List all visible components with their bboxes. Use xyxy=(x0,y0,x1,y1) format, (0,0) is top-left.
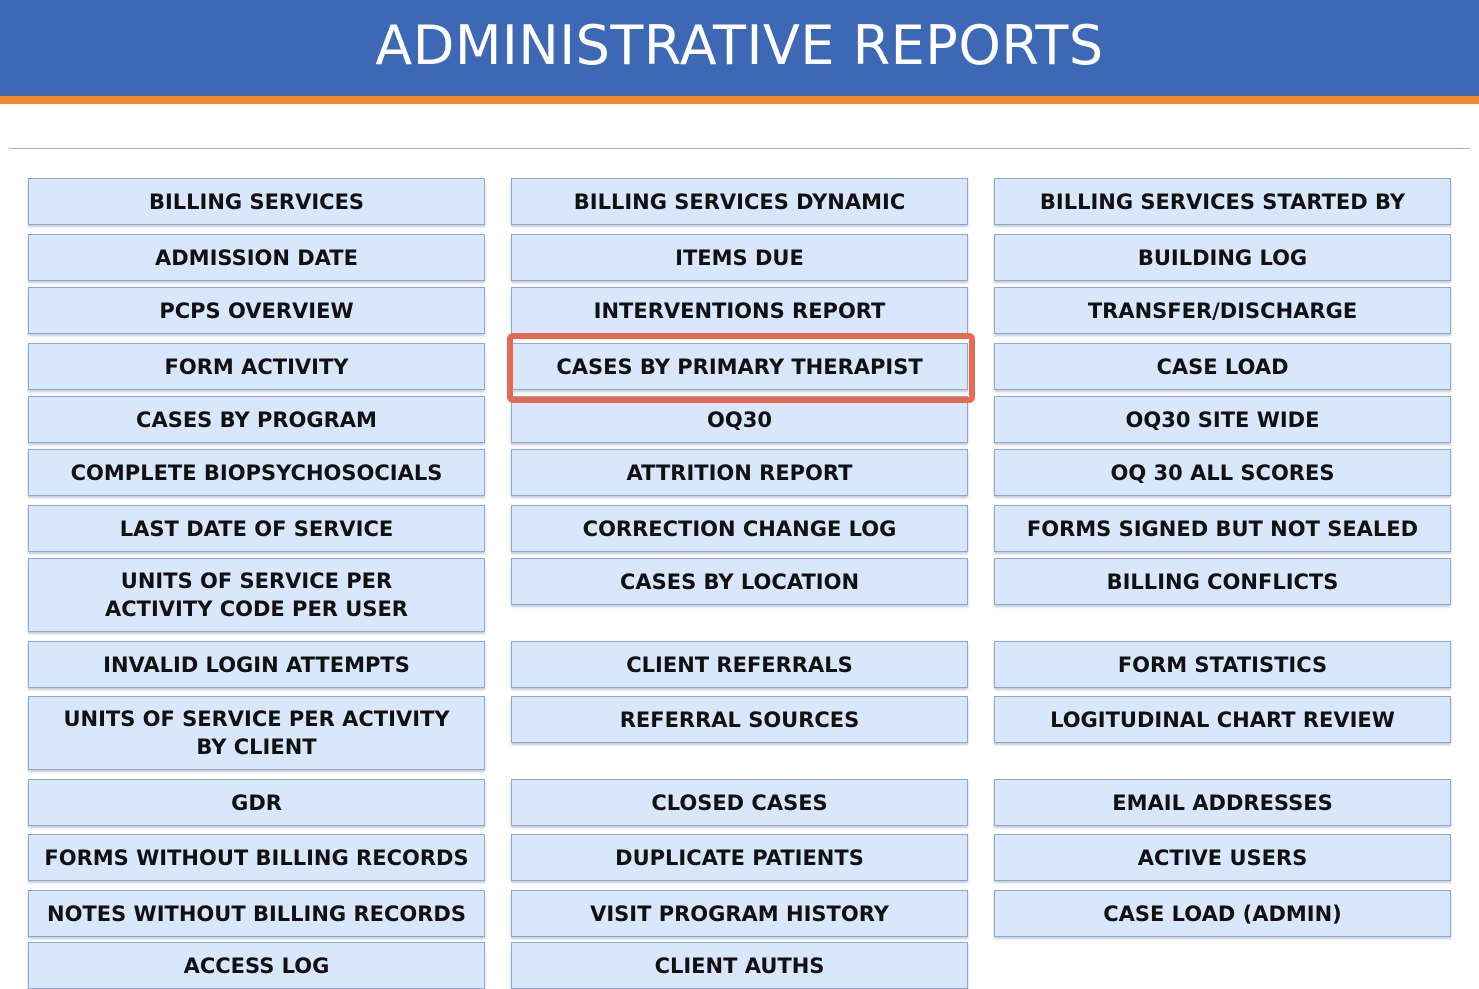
report-gdr-button[interactable]: GDR xyxy=(28,779,485,826)
report-units-per-activity-by-client-button[interactable]: UNITS OF SERVICE PER ACTIVITY BY CLIENT xyxy=(28,696,485,770)
report-building-log-button[interactable]: BUILDING LOG xyxy=(994,234,1451,281)
report-transfer-discharge-button[interactable]: TRANSFER/DISCHARGE xyxy=(994,287,1451,334)
report-units-per-activity-code-per-user-button[interactable]: UNITS OF SERVICE PER ACTIVITY CODE PER U… xyxy=(28,558,485,632)
report-last-date-of-service-button[interactable]: LAST DATE OF SERVICE xyxy=(28,505,485,552)
page-header: ADMINISTRATIVE REPORTS xyxy=(0,0,1479,104)
report-admission-date-button[interactable]: ADMISSION DATE xyxy=(28,234,485,281)
report-billing-services-started-by-button[interactable]: BILLING SERVICES STARTED BY xyxy=(994,178,1451,225)
report-duplicate-patients-button[interactable]: DUPLICATE PATIENTS xyxy=(511,834,968,881)
report-client-auths-button[interactable]: CLIENT AUTHS xyxy=(511,942,968,989)
report-form-statistics-button[interactable]: FORM STATISTICS xyxy=(994,641,1451,688)
report-oq30-site-wide-button[interactable]: OQ30 SITE WIDE xyxy=(994,396,1451,443)
report-billing-conflicts-button[interactable]: BILLING CONFLICTS xyxy=(994,558,1451,605)
report-notes-without-billing-records-button[interactable]: NOTES WITHOUT BILLING RECORDS xyxy=(28,890,485,937)
report-oq30-all-scores-button[interactable]: OQ 30 ALL SCORES xyxy=(994,449,1451,496)
report-visit-program-history-button[interactable]: VISIT PROGRAM HISTORY xyxy=(511,890,968,937)
report-correction-change-log-button[interactable]: CORRECTION CHANGE LOG xyxy=(511,505,968,552)
report-client-referrals-button[interactable]: CLIENT REFERRALS xyxy=(511,641,968,688)
report-oq30-button[interactable]: OQ30 xyxy=(511,396,968,443)
report-cases-by-program-button[interactable]: CASES BY PROGRAM xyxy=(28,396,485,443)
report-pcps-overview-button[interactable]: PCPS OVERVIEW xyxy=(28,287,485,334)
report-cases-by-primary-therapist-button[interactable]: CASES BY PRIMARY THERAPIST xyxy=(511,343,968,390)
report-access-log-button[interactable]: ACCESS LOG xyxy=(28,942,485,989)
report-logitudinal-chart-review-button[interactable]: LOGITUDINAL CHART REVIEW xyxy=(994,696,1451,743)
report-email-addresses-button[interactable]: EMAIL ADDRESSES xyxy=(994,779,1451,826)
page-title: ADMINISTRATIVE REPORTS xyxy=(375,14,1104,77)
divider xyxy=(9,148,1470,149)
report-interventions-report-button[interactable]: INTERVENTIONS REPORT xyxy=(511,287,968,334)
report-active-users-button[interactable]: ACTIVE USERS xyxy=(994,834,1451,881)
report-complete-biopsychosocials-button[interactable]: COMPLETE BIOPSYCHOSOCIALS xyxy=(28,449,485,496)
report-closed-cases-button[interactable]: CLOSED CASES xyxy=(511,779,968,826)
report-attrition-report-button[interactable]: ATTRITION REPORT xyxy=(511,449,968,496)
report-case-load-admin-button[interactable]: CASE LOAD (ADMIN) xyxy=(994,890,1451,937)
report-billing-services-dynamic-button[interactable]: BILLING SERVICES DYNAMIC xyxy=(511,178,968,225)
report-forms-without-billing-records-button[interactable]: FORMS WITHOUT BILLING RECORDS xyxy=(28,834,485,881)
report-items-due-button[interactable]: ITEMS DUE xyxy=(511,234,968,281)
report-form-activity-button[interactable]: FORM ACTIVITY xyxy=(28,343,485,390)
report-referral-sources-button[interactable]: REFERRAL SOURCES xyxy=(511,696,968,743)
report-forms-signed-not-sealed-button[interactable]: FORMS SIGNED BUT NOT SEALED xyxy=(994,505,1451,552)
report-billing-services-button[interactable]: BILLING SERVICES xyxy=(28,178,485,225)
report-invalid-login-attempts-button[interactable]: INVALID LOGIN ATTEMPTS xyxy=(28,641,485,688)
report-cases-by-location-button[interactable]: CASES BY LOCATION xyxy=(511,558,968,605)
report-case-load-button[interactable]: CASE LOAD xyxy=(994,343,1451,390)
